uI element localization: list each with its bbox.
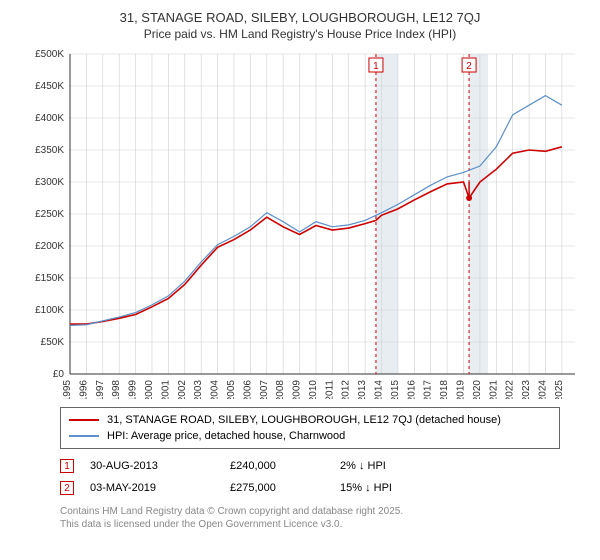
svg-text:2022: 2022 [505,380,516,399]
svg-text:2014: 2014 [374,380,385,399]
tx-date: 03-MAY-2019 [90,482,230,494]
svg-text:£200K: £200K [35,241,64,252]
svg-text:2013: 2013 [357,380,368,399]
svg-text:2001: 2001 [160,380,171,399]
table-row: 2 03-MAY-2019 £275,000 15% ↓ HPI [60,477,560,499]
svg-text:2010: 2010 [308,380,319,399]
svg-text:1997: 1997 [95,380,106,399]
marker-icon: 1 [60,459,74,473]
footer-line: Contains HM Land Registry data © Crown c… [60,505,560,518]
svg-text:1: 1 [373,61,379,72]
svg-text:2015: 2015 [390,380,401,399]
tx-pct: 2% ↓ HPI [340,460,490,472]
svg-text:£350K: £350K [35,145,64,156]
footer-line: This data is licensed under the Open Gov… [60,518,560,531]
svg-text:2004: 2004 [210,380,221,399]
svg-text:£150K: £150K [35,273,64,284]
svg-text:£0: £0 [53,369,65,380]
svg-text:£50K: £50K [41,337,65,348]
page-subtitle: Price paid vs. HM Land Registry's House … [10,27,590,41]
tx-price: £240,000 [230,460,340,472]
svg-text:2005: 2005 [226,380,237,399]
svg-text:2002: 2002 [177,380,188,399]
svg-text:1996: 1996 [78,380,89,399]
price-chart: £0 £50K £100K £150K £200K £250K £300K £350K £400… [20,49,580,399]
svg-text:2009: 2009 [292,380,303,399]
svg-text:£400K: £400K [35,113,64,124]
svg-text:2021: 2021 [488,380,499,399]
svg-text:2007: 2007 [259,380,270,399]
svg-text:2000: 2000 [144,380,155,399]
svg-text:2019: 2019 [456,380,467,399]
legend-item: 31, STANAGE ROAD, SILEBY, LOUGHBOROUGH, … [69,412,551,428]
svg-text:2020: 2020 [472,380,483,399]
tx-price: £275,000 [230,482,340,494]
svg-text:2016: 2016 [406,380,417,399]
svg-text:2017: 2017 [423,380,434,399]
svg-text:£450K: £450K [35,81,64,92]
page-title: 31, STANAGE ROAD, SILEBY, LOUGHBOROUGH, … [10,10,590,25]
footer-attribution: Contains HM Land Registry data © Crown c… [60,505,560,531]
tx-pct: 15% ↓ HPI [340,482,490,494]
svg-text:2025: 2025 [554,380,565,399]
svg-text:1999: 1999 [128,380,139,399]
svg-text:£300K: £300K [35,177,64,188]
transactions-table: 1 30-AUG-2013 £240,000 2% ↓ HPI 2 03-MAY… [60,455,560,499]
legend: 31, STANAGE ROAD, SILEBY, LOUGHBOROUGH, … [60,407,560,449]
svg-text:£500K: £500K [35,49,64,60]
legend-label: 31, STANAGE ROAD, SILEBY, LOUGHBOROUGH, … [107,414,501,426]
svg-text:2006: 2006 [242,380,253,399]
svg-text:2: 2 [466,61,472,72]
svg-text:2003: 2003 [193,380,204,399]
svg-text:2011: 2011 [324,380,335,399]
svg-text:2024: 2024 [537,380,548,399]
svg-text:2008: 2008 [275,380,286,399]
svg-text:1995: 1995 [62,380,73,399]
svg-text:2018: 2018 [439,380,450,399]
legend-item: HPI: Average price, detached house, Char… [69,428,551,444]
svg-text:2012: 2012 [341,380,352,399]
svg-text:£100K: £100K [35,305,64,316]
tx-date: 30-AUG-2013 [90,460,230,472]
svg-text:1998: 1998 [111,380,122,399]
svg-text:2023: 2023 [521,380,532,399]
marker-icon: 2 [60,481,74,495]
svg-text:£250K: £250K [35,209,64,220]
table-row: 1 30-AUG-2013 £240,000 2% ↓ HPI [60,455,560,477]
legend-label: HPI: Average price, detached house, Char… [107,430,345,442]
